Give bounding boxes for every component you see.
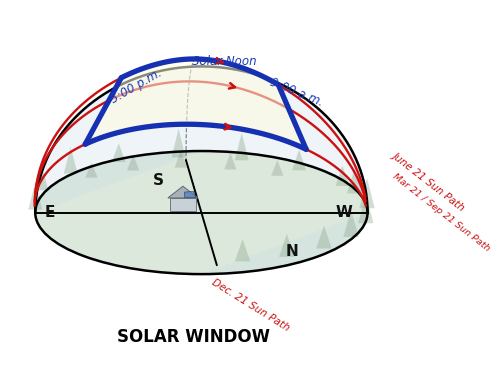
Polygon shape bbox=[235, 239, 250, 261]
Polygon shape bbox=[235, 133, 248, 160]
Polygon shape bbox=[64, 147, 78, 174]
Polygon shape bbox=[184, 191, 196, 197]
Text: June 21 Sun Path: June 21 Sun Path bbox=[390, 150, 467, 213]
Text: Mar 21 / Sep 21 Sun Path: Mar 21 / Sep 21 Sun Path bbox=[390, 172, 491, 253]
Polygon shape bbox=[292, 150, 306, 170]
Polygon shape bbox=[347, 169, 362, 194]
Text: 9:00 a.m.: 9:00 a.m. bbox=[268, 76, 326, 109]
Polygon shape bbox=[358, 195, 374, 223]
Polygon shape bbox=[112, 143, 126, 162]
Polygon shape bbox=[28, 182, 42, 210]
Polygon shape bbox=[336, 166, 349, 186]
Polygon shape bbox=[86, 163, 98, 178]
Polygon shape bbox=[344, 210, 359, 237]
Polygon shape bbox=[360, 178, 375, 208]
Polygon shape bbox=[35, 66, 368, 274]
Polygon shape bbox=[174, 150, 187, 168]
Text: E: E bbox=[44, 205, 55, 219]
Polygon shape bbox=[127, 155, 140, 171]
Polygon shape bbox=[34, 165, 48, 190]
Polygon shape bbox=[170, 198, 196, 211]
Polygon shape bbox=[168, 186, 198, 198]
Polygon shape bbox=[316, 226, 332, 249]
Text: N: N bbox=[286, 244, 299, 260]
Polygon shape bbox=[279, 234, 294, 257]
Ellipse shape bbox=[35, 151, 368, 274]
Text: W: W bbox=[336, 205, 352, 220]
Text: S: S bbox=[153, 172, 164, 188]
Polygon shape bbox=[85, 59, 306, 149]
Text: Solar Noon: Solar Noon bbox=[192, 55, 257, 68]
Polygon shape bbox=[271, 160, 283, 176]
Polygon shape bbox=[172, 128, 185, 157]
Polygon shape bbox=[224, 153, 236, 169]
Text: Dec. 21 Sun Path: Dec. 21 Sun Path bbox=[210, 277, 292, 333]
Text: SOLAR WINDOW: SOLAR WINDOW bbox=[117, 328, 270, 346]
Text: 3:00 p.m.: 3:00 p.m. bbox=[109, 67, 164, 106]
